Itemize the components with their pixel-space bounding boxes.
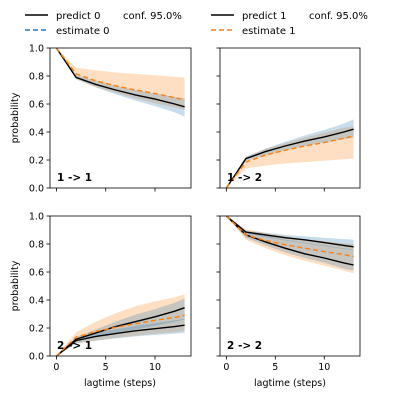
x-tick-label: 5 bbox=[272, 362, 278, 373]
y-tick-label: 0.6 bbox=[29, 100, 44, 111]
axes-frame bbox=[219, 47, 361, 189]
predict-line bbox=[225, 128, 354, 189]
panel-1: 0.0 0.2 0.4 0.6 0.8 1.0 1 -> 1 bbox=[29, 44, 192, 195]
estimate-band bbox=[226, 126, 354, 188]
axes-frame bbox=[219, 215, 361, 357]
predict-band bbox=[56, 48, 185, 117]
legend-estimate0-label: estimate 0 bbox=[56, 26, 110, 37]
estimate-band bbox=[226, 216, 354, 274]
legend-predict0-label: predict 0 bbox=[56, 11, 100, 22]
x-tick-label: 0 bbox=[223, 362, 229, 373]
y-axis-label-top: probability bbox=[10, 92, 21, 143]
predict-line bbox=[55, 307, 185, 357]
estimate-line bbox=[225, 135, 354, 189]
y-tick-label: 0.0 bbox=[29, 184, 44, 195]
axes-frame bbox=[49, 47, 192, 189]
panel-label: 1 -> 1 bbox=[57, 172, 92, 184]
panel-label: 2 -> 2 bbox=[227, 340, 262, 352]
legend-conf0-label: conf. 95.0% bbox=[123, 11, 182, 22]
panel-2: 1 -> 2 bbox=[216, 47, 361, 192]
conf-line bbox=[225, 215, 354, 248]
legend-estimate1-label: estimate 1 bbox=[242, 26, 296, 37]
legend-predict1-label: predict 1 bbox=[242, 11, 286, 22]
predict-line-secondary bbox=[55, 324, 185, 357]
y-tick-label: 0.2 bbox=[29, 156, 44, 167]
panel-3: 0.0 0.2 0.4 0.6 0.8 1.0 0 5 10 2 -> 1 bbox=[29, 212, 192, 373]
x-tick-label: 10 bbox=[318, 362, 330, 373]
estimate-line bbox=[55, 47, 185, 101]
panel-label: 2 -> 1 bbox=[57, 340, 92, 352]
legend-conf1-label: conf. 95.0% bbox=[309, 11, 368, 22]
panel-4: 0 5 10 2 -> 2 bbox=[216, 215, 361, 373]
x-tick-label: 5 bbox=[103, 362, 109, 373]
predict-band bbox=[56, 298, 185, 356]
predict-line bbox=[225, 215, 354, 266]
y-tick-label: 0.0 bbox=[29, 352, 44, 363]
panel-label: 1 -> 2 bbox=[227, 172, 262, 184]
predict-band-secondary bbox=[56, 318, 185, 356]
x-axis-label-left: lagtime (steps) bbox=[84, 378, 156, 389]
x-tick-label: 0 bbox=[53, 362, 59, 373]
y-tick-label: 0.8 bbox=[29, 240, 44, 251]
y-tick-label: 1.0 bbox=[29, 212, 44, 223]
estimate-line bbox=[225, 215, 354, 258]
y-tick-label: 0.4 bbox=[29, 296, 44, 307]
estimate-line bbox=[55, 314, 185, 357]
y-tick-label: 0.8 bbox=[29, 72, 44, 83]
x-tick-label: 10 bbox=[149, 362, 161, 373]
predict-band bbox=[226, 119, 354, 188]
legend: predict 0 conf. 95.0% estimate 0 predict… bbox=[25, 11, 368, 37]
x-axis-label-right: lagtime (steps) bbox=[254, 378, 326, 389]
axes-frame bbox=[49, 215, 192, 357]
y-tick-label: 0.4 bbox=[29, 128, 44, 139]
y-tick-label: 0.2 bbox=[29, 324, 44, 335]
predict-line bbox=[55, 47, 185, 108]
y-tick-label: 1.0 bbox=[29, 44, 44, 55]
y-axis-label-bottom: probability bbox=[10, 260, 21, 311]
y-tick-label: 0.6 bbox=[29, 268, 44, 279]
estimate-band bbox=[56, 48, 185, 110]
